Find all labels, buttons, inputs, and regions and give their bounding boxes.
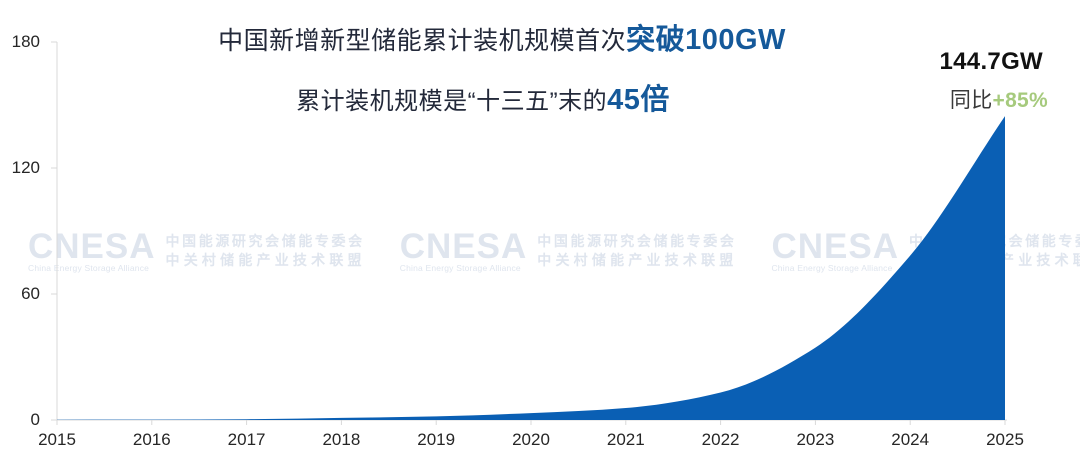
cnesa-logo-subtext: China Energy Storage Alliance (399, 263, 521, 273)
x-tick-label: 2022 (701, 430, 740, 449)
cnesa-logo: CNESA (399, 227, 528, 266)
page-title: 中国新增新型储能累计装机规模首次突破100GW (218, 16, 786, 58)
title-highlight: 突破100GW (626, 24, 786, 56)
title-prefix: 中国新增新型储能累计装机规模首次 (218, 27, 627, 55)
y-tick-label: 120 (11, 158, 40, 177)
cnesa-logo-subtext: China Energy Storage Alliance (28, 263, 150, 273)
cnesa-watermark: CNESA China Energy Storage Alliance 中国能源… (399, 227, 738, 273)
cnesa-logo: CNESA (28, 227, 156, 266)
cnesa-logo: CNESA (771, 227, 899, 266)
watermark-org-line1: 中国能源研究会储能专委会 (537, 233, 737, 249)
cumulative-capacity-area (57, 116, 1005, 420)
y-tick-label: 180 (11, 32, 40, 51)
yoy-prefix: 同比 (949, 89, 993, 112)
x-tick-label: 2018 (322, 430, 361, 449)
x-tick-label: 2019 (417, 430, 456, 449)
x-tick-label: 2025 (986, 430, 1024, 449)
cnesa-watermark: CNESA China Energy Storage Alliance 中国能源… (28, 227, 366, 273)
x-tick-label: 2020 (512, 430, 550, 449)
x-tick-label: 2017 (227, 430, 266, 449)
subtitle-prefix: 累计装机规模是“十三五”末的 (296, 88, 608, 115)
x-tick-label: 2023 (796, 430, 835, 449)
yoy-change: +85% (992, 89, 1048, 112)
yoy-label: 同比+85% (950, 84, 1048, 114)
watermark-org-line2: 中关村储能产业技术联盟 (165, 252, 366, 268)
cnesa-logo-subtext: China Energy Storage Alliance (771, 263, 893, 273)
watermark-row: CNESA China Energy Storage Alliance 中国能源… (28, 227, 1080, 273)
x-tick-label: 2016 (132, 430, 171, 449)
peak-value-label: 144.7GW (939, 48, 1043, 75)
x-tick-label: 2015 (38, 430, 76, 449)
x-tick-label: 2024 (891, 430, 930, 449)
x-tick-label: 2021 (606, 430, 645, 449)
y-tick-label: 0 (30, 410, 40, 429)
page-subtitle: 累计装机规模是“十三五”末的45倍 (296, 76, 670, 118)
watermark-org-line1: 中国能源研究会储能专委会 (165, 233, 365, 249)
watermark-org-line2: 中关村储能产业技术联盟 (537, 252, 738, 268)
y-tick-label: 60 (21, 284, 40, 303)
subtitle-highlight: 45倍 (607, 84, 670, 116)
